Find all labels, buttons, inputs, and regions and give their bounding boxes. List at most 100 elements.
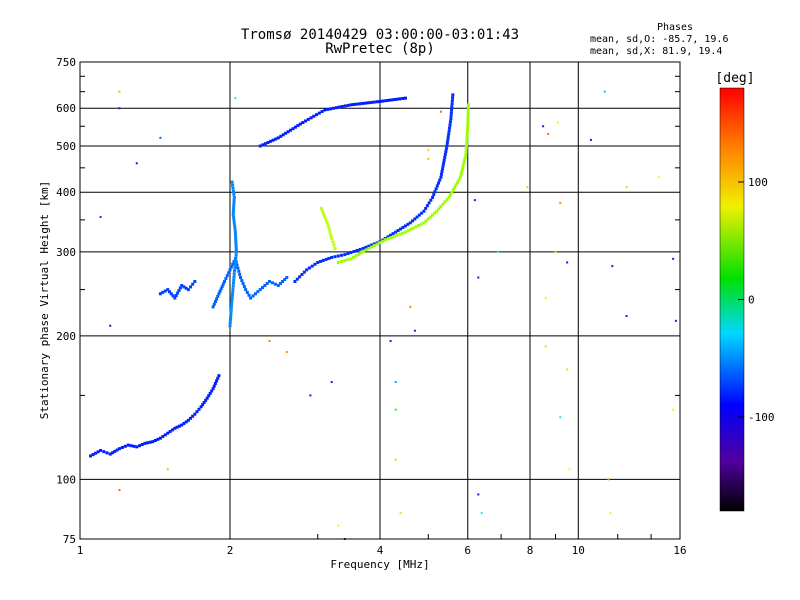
trace-point (403, 224, 407, 228)
trace-point (417, 213, 421, 217)
trace-point (325, 221, 329, 225)
trace-point (234, 239, 238, 243)
trace-point (401, 96, 405, 100)
trace-point (310, 264, 314, 268)
trace-point (372, 244, 376, 248)
trace-point (443, 153, 447, 157)
x-axis-label: Frequency [MHz] (330, 558, 429, 571)
trace-point (459, 172, 463, 176)
trace-point (409, 227, 413, 231)
trace-point (166, 288, 170, 292)
trace-point (419, 222, 423, 226)
trace-point (321, 258, 325, 262)
trace-point (395, 97, 399, 101)
trace-point (231, 212, 235, 216)
scatter-point (394, 381, 397, 384)
trace-point (231, 186, 235, 190)
scatter-point (674, 319, 677, 322)
trace-point (232, 278, 236, 282)
trace-point (212, 302, 216, 306)
scatter-point (166, 468, 169, 471)
trace-point (330, 255, 334, 259)
trace-point (247, 293, 251, 297)
trace-point (466, 121, 470, 125)
trace-point (386, 235, 390, 239)
x-tick-label: 6 (464, 544, 471, 557)
trace-point (447, 132, 451, 136)
scatter-point (234, 97, 237, 100)
trace-point (274, 137, 278, 141)
trace-point (182, 421, 186, 425)
trace-point (357, 252, 361, 256)
scatter-point (496, 250, 499, 253)
trace-point (420, 211, 424, 215)
trace-point (306, 117, 310, 121)
trace-point (447, 195, 451, 199)
trace-point (434, 187, 438, 191)
trace-point (158, 436, 162, 440)
trace-point (99, 448, 103, 452)
scatter-point (439, 110, 442, 113)
phase-stats-header: Phases (656, 22, 694, 33)
trace-point (392, 98, 396, 102)
trace-point (324, 218, 328, 222)
trace-point (450, 190, 454, 194)
trace-point (313, 262, 317, 266)
trace-point (320, 110, 324, 114)
trace-point (234, 256, 238, 260)
trace-point (439, 175, 443, 179)
trace-point (186, 288, 190, 292)
trace-point (389, 98, 393, 102)
trace-point (230, 302, 234, 306)
trace-point (369, 100, 373, 104)
trace-point (177, 424, 181, 428)
trace-point (428, 215, 432, 219)
trace-point (466, 124, 470, 128)
trace-point (224, 277, 228, 281)
trace-point (241, 282, 245, 286)
scatter-point (109, 324, 112, 327)
trace-point (135, 445, 139, 449)
trace-point (269, 139, 273, 143)
trace-point (449, 117, 453, 121)
trace-point (295, 277, 299, 281)
scatter-point (118, 489, 121, 492)
trace-point (391, 232, 395, 236)
trace-point (454, 183, 458, 187)
scatter-point (609, 512, 612, 515)
trace-point (460, 170, 464, 174)
trace-point (232, 195, 236, 199)
trace-point (378, 241, 382, 245)
scatter-point (427, 149, 430, 152)
trace-point (427, 201, 431, 205)
trace-point (215, 379, 219, 383)
trace-point (126, 443, 130, 447)
trace-point (346, 252, 350, 256)
trace-point (237, 269, 241, 273)
y-tick-label: 600 (56, 102, 76, 115)
trace-point (388, 233, 392, 237)
trace-point (229, 265, 233, 269)
trace-point (319, 259, 323, 263)
trace-point (211, 387, 215, 391)
trace-point (366, 101, 370, 105)
trace-point (441, 202, 445, 206)
scatter-point (607, 478, 610, 481)
trace-point (364, 248, 368, 252)
trace-point (232, 215, 236, 219)
trace-point (215, 297, 219, 301)
trace-point (447, 129, 451, 133)
trace-point (261, 143, 265, 147)
trace-point (316, 260, 320, 264)
trace-point (386, 98, 390, 102)
trace-point (320, 209, 324, 213)
trace-point (450, 99, 454, 103)
trace-point (456, 180, 460, 184)
scatter-point (542, 125, 545, 128)
x-tick-label: 2 (227, 544, 234, 557)
trace-point (239, 276, 243, 280)
trace-point (317, 111, 321, 115)
trace-point (173, 426, 177, 430)
trace-point (180, 423, 184, 427)
trace-point (349, 103, 353, 107)
